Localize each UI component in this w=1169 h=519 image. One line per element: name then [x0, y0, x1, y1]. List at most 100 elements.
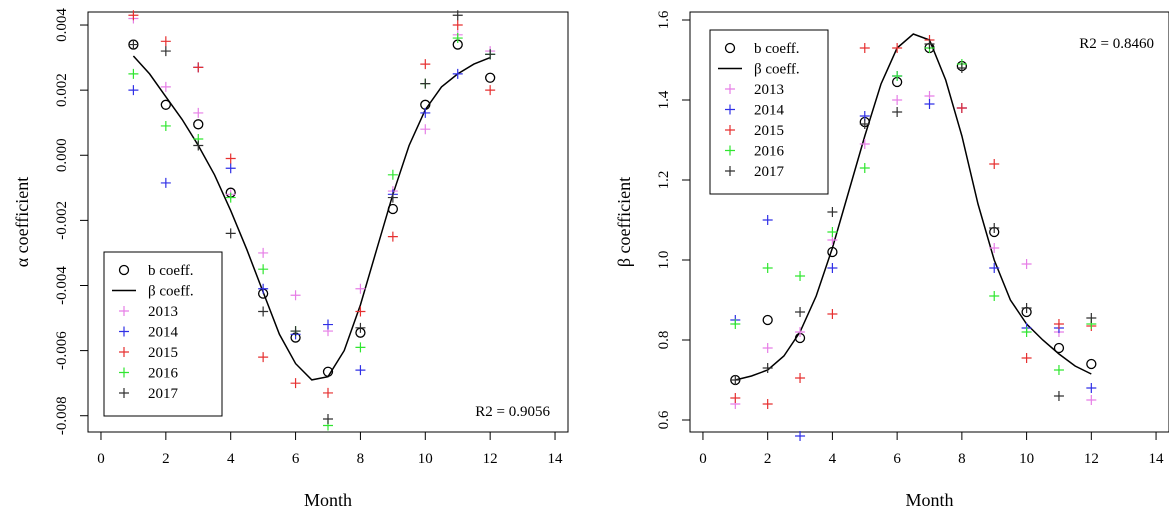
point-series-2017 — [1086, 313, 1097, 323]
point-series-2013 — [892, 95, 903, 105]
point-series-2016 — [387, 169, 398, 180]
legend-marker — [119, 347, 129, 357]
point-series-2016 — [258, 264, 269, 275]
x-tick-label: 4 — [227, 451, 235, 467]
point-series-2014 — [128, 85, 139, 96]
legend-marker — [725, 84, 735, 94]
point-series-2016 — [859, 163, 870, 173]
point-series-2017 — [989, 223, 1000, 233]
point-series-2017 — [452, 10, 463, 21]
point-series-2014 — [827, 263, 838, 273]
legend-label: 2017 — [754, 164, 785, 180]
point-series-2016 — [730, 319, 741, 329]
point-series-b-coeff- — [762, 314, 773, 326]
x-tick-label: 12 — [483, 451, 498, 467]
legend-marker — [119, 306, 129, 316]
point-series-2013 — [355, 283, 366, 294]
point-series-2014 — [762, 215, 773, 225]
y-tick-label: 0.6 — [656, 410, 672, 429]
legend-marker — [118, 264, 130, 276]
point-series-2015 — [956, 103, 967, 113]
point-series-2017 — [956, 63, 967, 73]
y-tick-label: 1.0 — [656, 251, 672, 270]
point-series-2017 — [290, 326, 301, 337]
y-tick-label: 0.8 — [656, 331, 672, 350]
point-series-b-coeff- — [1053, 342, 1065, 354]
legend: b coeff. β coeff. 2013 2014 2015 2016 2017 — [103, 251, 223, 417]
point-series-2017 — [1021, 303, 1032, 313]
y-tick-label: 0.004 — [54, 8, 70, 42]
x-tick-label: 2 — [764, 451, 772, 467]
legend-marker — [724, 42, 736, 54]
point-series-2015 — [859, 43, 870, 53]
point-series-2013 — [160, 81, 171, 92]
point-series-2013 — [258, 247, 269, 258]
point-series-2017 — [762, 363, 773, 373]
point-series-b-coeff- — [1086, 358, 1097, 370]
legend-label: 2015 — [754, 123, 784, 139]
point-series-2013 — [290, 290, 301, 301]
y-tick-label: 1.2 — [656, 171, 672, 190]
point-series-2015 — [989, 159, 1000, 169]
legend-label: 2016 — [148, 366, 179, 382]
y-tick-label: -0.004 — [54, 266, 70, 305]
point-series-2016 — [355, 342, 366, 353]
x-tick-label: 14 — [1149, 451, 1165, 467]
point-series-2014 — [355, 365, 366, 376]
point-series-2015 — [323, 387, 333, 398]
x-tick-label: 10 — [418, 451, 433, 467]
fit-curve — [735, 33, 1092, 381]
legend-marker — [725, 125, 735, 135]
legend-label: 2014 — [754, 103, 785, 119]
point-series-2016 — [762, 263, 773, 273]
plot-frame — [689, 11, 1169, 433]
point-series-2017 — [859, 119, 870, 129]
x-tick-label: 4 — [829, 451, 837, 467]
point-series-2015 — [387, 231, 398, 242]
point-series-2014 — [924, 99, 935, 109]
point-series-2015 — [160, 36, 171, 47]
point-series-2015 — [762, 399, 773, 409]
x-axis-title: Month — [304, 490, 352, 510]
point-series-2015 — [730, 393, 741, 403]
point-series-2017 — [485, 49, 496, 60]
point-series-2016 — [128, 68, 139, 79]
legend-label: 2014 — [148, 325, 179, 341]
point-series-2015 — [193, 62, 204, 73]
point-series-2013 — [859, 139, 870, 149]
legend-marker — [119, 326, 129, 337]
point-series-2013 — [795, 327, 806, 337]
point-series-2013 — [1021, 259, 1032, 269]
legend-label: β coeff. — [754, 62, 800, 78]
y-axis-title: β coefficient — [614, 177, 634, 267]
point-series-2015 — [355, 306, 366, 317]
r2-annotation: R2 = 0.9056 — [475, 404, 550, 420]
point-series-2016 — [225, 192, 236, 203]
point-series-2017 — [924, 39, 935, 49]
point-series-2013 — [989, 243, 1000, 253]
point-series-2017 — [892, 107, 903, 117]
legend-label: b coeff. — [754, 41, 800, 57]
point-series-2016 — [892, 71, 903, 81]
x-tick-label: 0 — [699, 451, 707, 467]
point-series-2015 — [290, 378, 301, 389]
plot-frame — [87, 11, 569, 433]
point-series-2014 — [795, 431, 806, 441]
point-series-2015 — [485, 85, 496, 96]
point-series-b-coeff- — [485, 72, 496, 83]
chart-panel-1: 0 2 4 6 8 10 12 14 -0.008 -0.006 -0.004 -0.002 0.000… — [12, 8, 569, 510]
point-series-2017 — [730, 375, 741, 385]
point-series-2017 — [323, 413, 333, 424]
legend-label: b coeff. — [148, 263, 194, 279]
y-tick-label: 1.4 — [656, 90, 672, 109]
point-series-2014 — [225, 163, 236, 174]
y-tick-label: 0.000 — [54, 138, 70, 172]
point-series-2016 — [1053, 365, 1064, 375]
point-series-2015 — [128, 10, 139, 21]
point-series-2016 — [452, 33, 463, 44]
x-tick-label: 12 — [1084, 451, 1099, 467]
point-series-2015 — [892, 43, 903, 53]
point-series-2016 — [795, 271, 806, 281]
r2-annotation: R2 = 0.8460 — [1079, 36, 1154, 52]
